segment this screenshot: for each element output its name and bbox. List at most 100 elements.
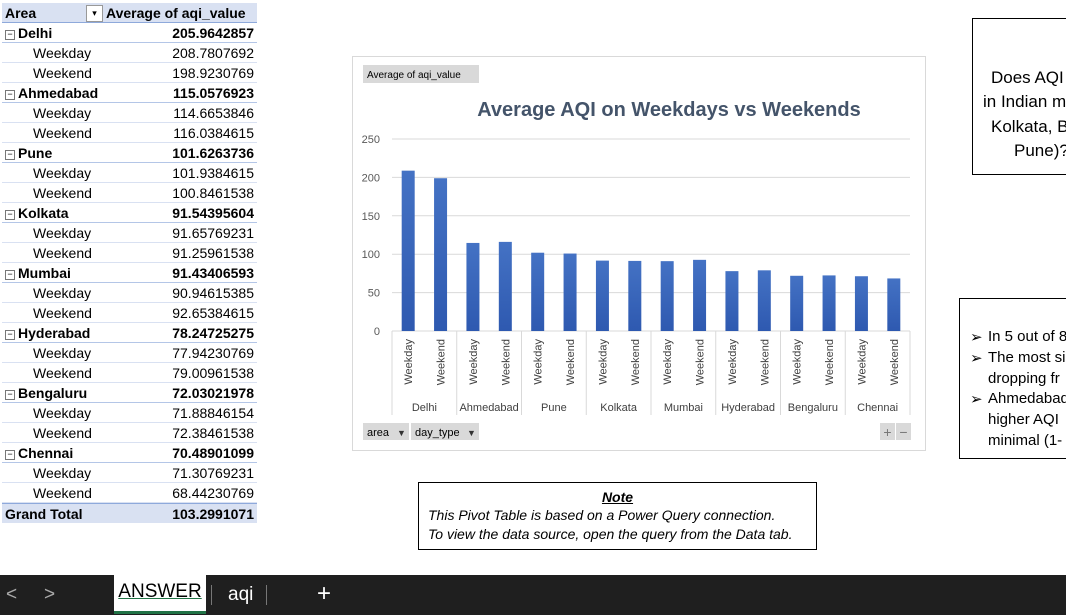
finding-line: higher AQI (988, 411, 1059, 429)
day-type: Weekend (33, 365, 92, 381)
collapse-button[interactable]: − (5, 210, 15, 220)
row-value: 77.94230769 (172, 345, 254, 361)
area-name: Pune (18, 145, 53, 161)
pivot-group-row: − Hyderabad 78.24725275 (2, 323, 257, 343)
collapse-button[interactable] (896, 423, 911, 440)
bar (498, 241, 512, 331)
pivot-row: Weekend 92.65384615 (2, 303, 257, 323)
field-button[interactable] (363, 65, 479, 83)
x-tick-label: Weekend (695, 339, 707, 385)
x-tick-label: Weekend (500, 339, 512, 385)
day-type: Weekday (33, 165, 92, 181)
pivot-row: Weekend 72.38461538 (2, 423, 257, 443)
pivot-row: Weekend 116.0384615 (2, 123, 257, 143)
add-sheet[interactable]: + (317, 580, 332, 607)
row-value: 72.38461538 (172, 425, 254, 441)
expand-button[interactable] (880, 423, 895, 440)
collapse-button[interactable]: − (5, 90, 15, 100)
row-value: 198.9230769 (172, 65, 254, 81)
row-value: 71.88846154 (172, 405, 254, 421)
group-value: 101.6263736 (172, 145, 254, 161)
row-value: 79.00961538 (172, 365, 254, 381)
day-type: Weekday (33, 285, 92, 301)
field-button-label: Average of aqi_value (367, 70, 461, 81)
bullet-arrow: ➢ (970, 391, 983, 409)
group-value: 72.03021978 (172, 385, 254, 401)
day-type: Weekday (33, 45, 92, 61)
bar (466, 242, 480, 331)
row-value: 100.8461538 (172, 185, 254, 201)
pivot-row: Weekend 68.44230769 (2, 483, 257, 503)
x-tick-label: Weekday (403, 339, 415, 385)
collapse-button[interactable]: − (5, 270, 15, 280)
group-value: 70.48901099 (172, 445, 254, 461)
pivot-row: Weekend 100.8461538 (2, 183, 257, 203)
y-tick-label: 0 (374, 326, 380, 338)
chart-title: Average AQI on Weekdays vs Weekends (477, 99, 861, 121)
group-value: 115.0576923 (173, 85, 254, 101)
day-type: Weekend (33, 185, 92, 201)
scroll-left[interactable]: < (6, 584, 18, 605)
bar (531, 252, 545, 331)
x-tick-label: Weekend (889, 339, 901, 385)
filter-button[interactable] (411, 423, 479, 440)
group-label: − Chennai (5, 443, 73, 463)
area-name: Hyderabad (18, 325, 91, 341)
pivot-group-row: − Kolkata 91.54395604 (2, 203, 257, 223)
pivot-group-row: − Mumbai 91.43406593 (2, 263, 257, 283)
expand-icon: + (883, 424, 891, 440)
bar (725, 271, 739, 331)
y-tick-label: 200 (362, 172, 380, 184)
bar (693, 259, 707, 331)
filter-button[interactable] (363, 423, 409, 440)
pivot-header-row: Area ▾ Average of aqi_value (2, 3, 257, 23)
row-value: 91.25961538 (172, 245, 254, 261)
chart-area: Average of aqi_value Average AQI on Weekd… (352, 56, 926, 451)
collapse-button[interactable]: − (5, 450, 15, 460)
day-type: Weekend (33, 245, 92, 261)
pivot-group-row: − Chennai 70.48901099 (2, 443, 257, 463)
pivot-total-row: Grand Total 103.2991071 (2, 503, 257, 523)
bar (790, 275, 804, 331)
bar (628, 260, 642, 331)
group-label: Hyderabad (721, 402, 775, 414)
active-tab[interactable]: ANSWER (114, 575, 206, 614)
x-tick-label: Weekday (597, 339, 609, 385)
pivot-group-row: − Pune 101.6263736 (2, 143, 257, 163)
finding-line: In 5 out of 8 (988, 328, 1066, 345)
sort-filter-button[interactable]: ▾ (86, 5, 103, 22)
tab-label[interactable]: aqi (228, 584, 254, 605)
area-name: Bengaluru (18, 385, 88, 401)
row-value: 101.9384615 (172, 165, 254, 181)
collapse-button[interactable]: − (5, 390, 15, 400)
group-label: − Ahmedabad (5, 83, 98, 103)
group-value: 78.24725275 (172, 325, 254, 341)
collapse-button[interactable]: − (5, 150, 15, 160)
pivot-table: Area ▾ Average of aqi_value − Delhi 205.96428… (2, 3, 257, 523)
area-name: Delhi (18, 25, 53, 41)
scroll-right[interactable]: > (44, 584, 56, 605)
row-value: 91.65769231 (172, 225, 254, 241)
sheet-tab-bar: < > ANSWER aqi + (0, 575, 1066, 615)
row-value: 92.65384615 (172, 305, 254, 321)
group-label: Bengaluru (788, 402, 838, 414)
question-line: Does AQI (991, 68, 1064, 87)
bar (563, 253, 577, 331)
collapse-button[interactable]: − (5, 330, 15, 340)
pivot-row: Weekday 71.30769231 (2, 463, 257, 483)
day-type: Weekday (33, 225, 92, 241)
x-tick-label: Weekday (792, 339, 804, 385)
day-type: Weekend (33, 65, 92, 81)
header-cell: Area (5, 5, 37, 21)
note-textbox: Note This Pivot Table is based on a Powe… (418, 482, 817, 550)
x-tick-label: Weekend (824, 339, 836, 385)
y-tick-label: 250 (362, 134, 380, 146)
x-tick-label: Weekend (565, 339, 577, 385)
collapse-button[interactable]: − (5, 30, 15, 40)
filter-label: area (367, 427, 390, 439)
bar (660, 261, 674, 331)
pivot-row: Weekend 79.00961538 (2, 363, 257, 383)
group-label: − Delhi (5, 23, 52, 43)
group-value: 91.43406593 (172, 265, 254, 281)
total-label: Grand Total (5, 506, 83, 522)
